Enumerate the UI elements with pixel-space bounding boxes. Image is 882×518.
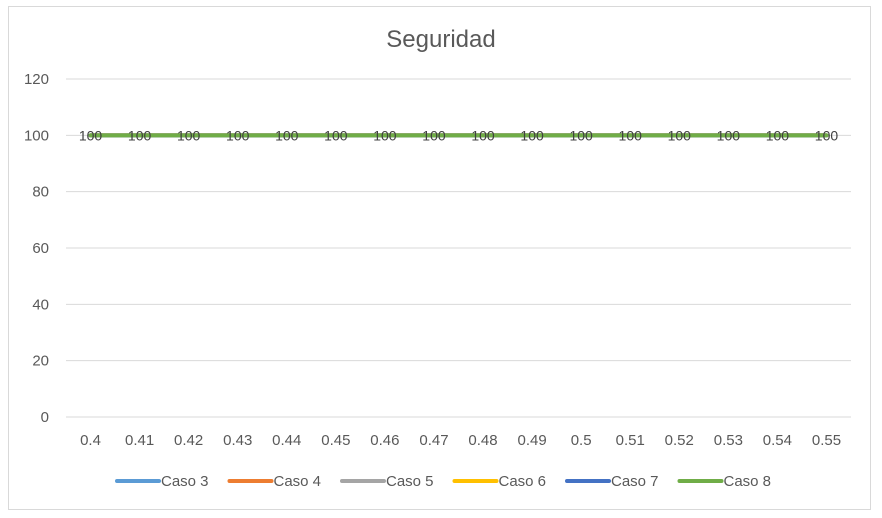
data-label: 100 <box>128 127 152 143</box>
data-label: 100 <box>79 127 103 143</box>
data-point <box>531 134 533 136</box>
x-tick-label: 0.53 <box>714 432 743 449</box>
x-tick-label: 0.42 <box>174 432 203 449</box>
data-point <box>139 134 141 136</box>
data-point <box>825 134 827 136</box>
legend-label: Caso 6 <box>499 473 547 490</box>
x-tick-label: 0.43 <box>223 432 252 449</box>
data-point <box>580 134 582 136</box>
data-point <box>433 134 435 136</box>
data-point <box>629 134 631 136</box>
y-tick-label: 80 <box>32 184 49 201</box>
chart-title: Seguridad <box>386 26 495 53</box>
y-tick-label: 20 <box>32 353 49 370</box>
x-tick-label: 0.44 <box>272 432 301 449</box>
data-label: 100 <box>520 127 544 143</box>
series-lines <box>88 133 829 138</box>
data-label: 100 <box>668 127 692 143</box>
y-axis-ticks: 0 20 40 60 80 100 120 <box>24 71 49 426</box>
x-tick-label: 0.49 <box>517 432 546 449</box>
legend-label: Caso 5 <box>386 473 434 490</box>
legend: Caso 3 Caso 4 Caso 5 Caso 6 Caso 7 Caso 8 <box>115 473 772 490</box>
data-point <box>776 134 778 136</box>
data-label: 100 <box>815 127 839 143</box>
x-tick-label: 0.48 <box>468 432 497 449</box>
y-tick-label: 40 <box>32 296 49 313</box>
data-label: 100 <box>717 127 741 143</box>
data-label: 100 <box>766 127 790 143</box>
x-tick-label: 0.5 <box>571 432 592 449</box>
data-label: 100 <box>619 127 643 143</box>
x-tick-label: 0.45 <box>321 432 350 449</box>
data-point <box>678 134 680 136</box>
data-label: 100 <box>373 127 397 143</box>
data-label: 100 <box>275 127 299 143</box>
x-tick-label: 0.54 <box>763 432 792 449</box>
y-tick-label: 100 <box>24 127 49 144</box>
x-tick-label: 0.55 <box>812 432 841 449</box>
data-point <box>90 134 92 136</box>
legend-label: Caso 4 <box>274 473 322 490</box>
data-labels: 100 100 100 100 100 100 100 100 100 100 100 100 100 1… <box>79 127 839 143</box>
data-label: 100 <box>226 127 250 143</box>
data-label: 100 <box>471 127 495 143</box>
x-tick-label: 0.46 <box>370 432 399 449</box>
data-point <box>335 134 337 136</box>
legend-label: Caso 7 <box>611 473 659 490</box>
data-label: 100 <box>569 127 593 143</box>
data-point <box>188 134 190 136</box>
data-point <box>727 134 729 136</box>
legend-label: Caso 3 <box>161 473 209 490</box>
x-axis-ticks: 0.4 0.41 0.42 0.43 0.44 0.45 0.46 0.47 0.48 0.49 0… <box>80 432 841 449</box>
data-point <box>384 134 386 136</box>
x-tick-label: 0.47 <box>419 432 448 449</box>
y-tick-label: 0 <box>41 409 49 426</box>
y-tick-label: 120 <box>24 71 49 88</box>
x-tick-label: 0.41 <box>125 432 154 449</box>
x-tick-label: 0.52 <box>665 432 694 449</box>
x-tick-label: 0.51 <box>616 432 645 449</box>
data-label: 100 <box>422 127 446 143</box>
data-label: 100 <box>324 127 348 143</box>
legend-label: Caso 8 <box>724 473 772 490</box>
data-label: 100 <box>177 127 201 143</box>
y-tick-label: 60 <box>32 240 49 257</box>
data-point <box>482 134 484 136</box>
data-point <box>286 134 288 136</box>
chart-frame <box>8 6 871 510</box>
data-point <box>237 134 239 136</box>
x-tick-label: 0.4 <box>80 432 101 449</box>
